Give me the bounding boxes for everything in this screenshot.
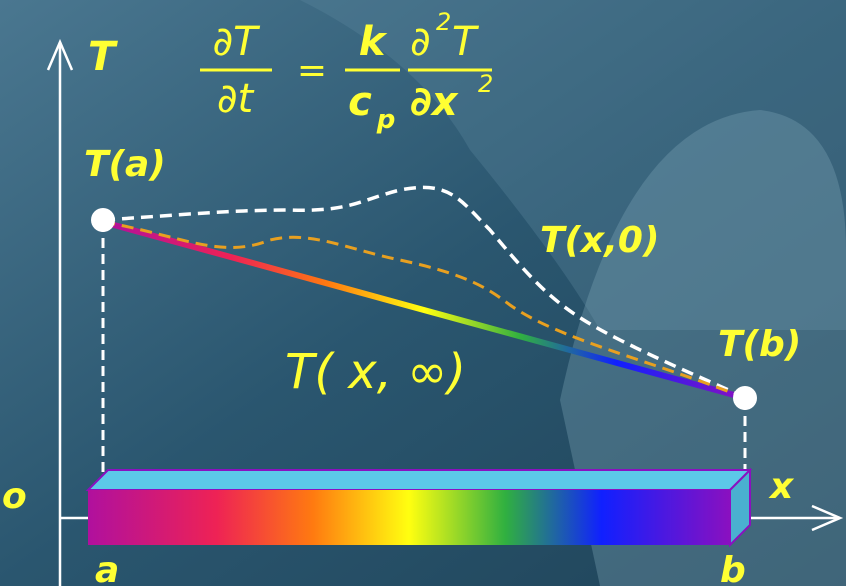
eq-text: 2 [436,8,451,36]
endpoint [733,386,757,410]
end-label: b [720,550,746,586]
eq-text: ∂t [217,76,255,122]
bar-top [88,470,750,490]
eq-text: c [348,79,372,125]
endpoint [91,208,115,232]
y-axis-label: T [88,34,118,80]
value-label: T( x, ∞) [285,344,466,400]
eq-text: k [359,19,388,65]
eq-text: 2 [478,70,493,98]
eq-text: ∂ [410,19,431,65]
diagram: ∂T ∂t = k c p ∂ 2 T ∂x 2 T T(a) T(x,0) T… [0,0,846,586]
eq-text: T [452,19,480,65]
value-label: T(b) [718,324,801,365]
eq-text: = [297,50,327,91]
x-axis-label: x [768,466,795,507]
eq-text: ∂T [212,19,261,65]
eq-text: ∂x [410,79,459,125]
origin-label: o [2,476,27,517]
value-label: T(x,0) [540,220,659,261]
bar-front [88,490,730,545]
value-label: T(a) [84,144,166,185]
end-label: a [95,550,119,586]
eq-text: p [376,105,396,135]
